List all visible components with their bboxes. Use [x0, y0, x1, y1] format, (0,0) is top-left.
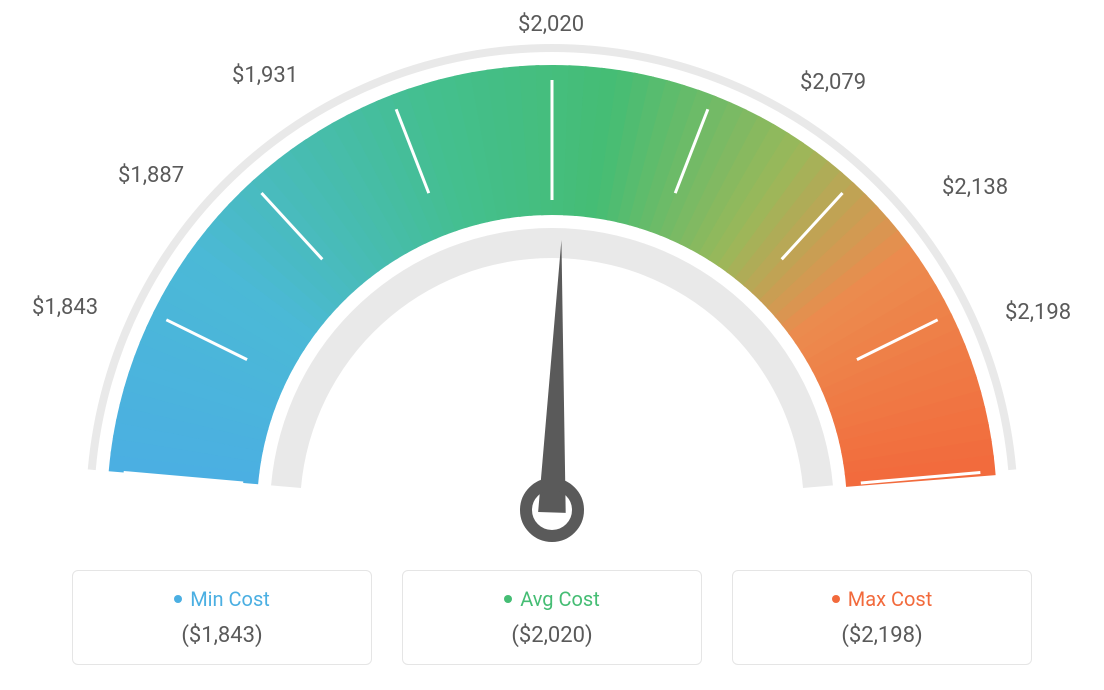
gauge-svg — [0, 0, 1104, 560]
gauge-tick-label: $2,138 — [942, 175, 1008, 200]
gauge-tick-label: $2,020 — [518, 12, 584, 37]
gauge-tick-label: $2,079 — [800, 70, 866, 95]
legend-dot-max — [832, 595, 840, 603]
legend-label-row: Max Cost — [832, 587, 933, 611]
legend-label-avg: Avg Cost — [520, 587, 600, 611]
legend-value-avg: ($2,020) — [511, 623, 592, 648]
gauge-chart: $1,843 $1,887 $1,931 $2,020 $2,079 $2,138 $2,1… — [0, 0, 1104, 540]
legend-label-max: Max Cost — [848, 587, 933, 611]
gauge-tick-label: $1,931 — [232, 63, 298, 88]
legend-card-avg: Avg Cost ($2,020) — [402, 570, 702, 665]
legend-value-min: ($1,843) — [181, 623, 262, 648]
gauge-tick-label: $1,843 — [32, 295, 98, 320]
legend-value-max: ($2,198) — [841, 623, 922, 648]
legend-card-min: Min Cost ($1,843) — [72, 570, 372, 665]
legend-dot-min — [174, 595, 182, 603]
legend-row: Min Cost ($1,843) Avg Cost ($2,020) Max … — [0, 570, 1104, 665]
legend-label-row: Avg Cost — [504, 587, 600, 611]
legend-label-min: Min Cost — [190, 587, 270, 611]
legend-dot-avg — [504, 595, 512, 603]
legend-label-row: Min Cost — [174, 587, 270, 611]
gauge-tick-label: $1,887 — [118, 163, 184, 188]
legend-card-max: Max Cost ($2,198) — [732, 570, 1032, 665]
chart-container: $1,843 $1,887 $1,931 $2,020 $2,079 $2,138 $2,1… — [0, 0, 1104, 690]
gauge-tick-label: $2,198 — [1005, 300, 1071, 325]
